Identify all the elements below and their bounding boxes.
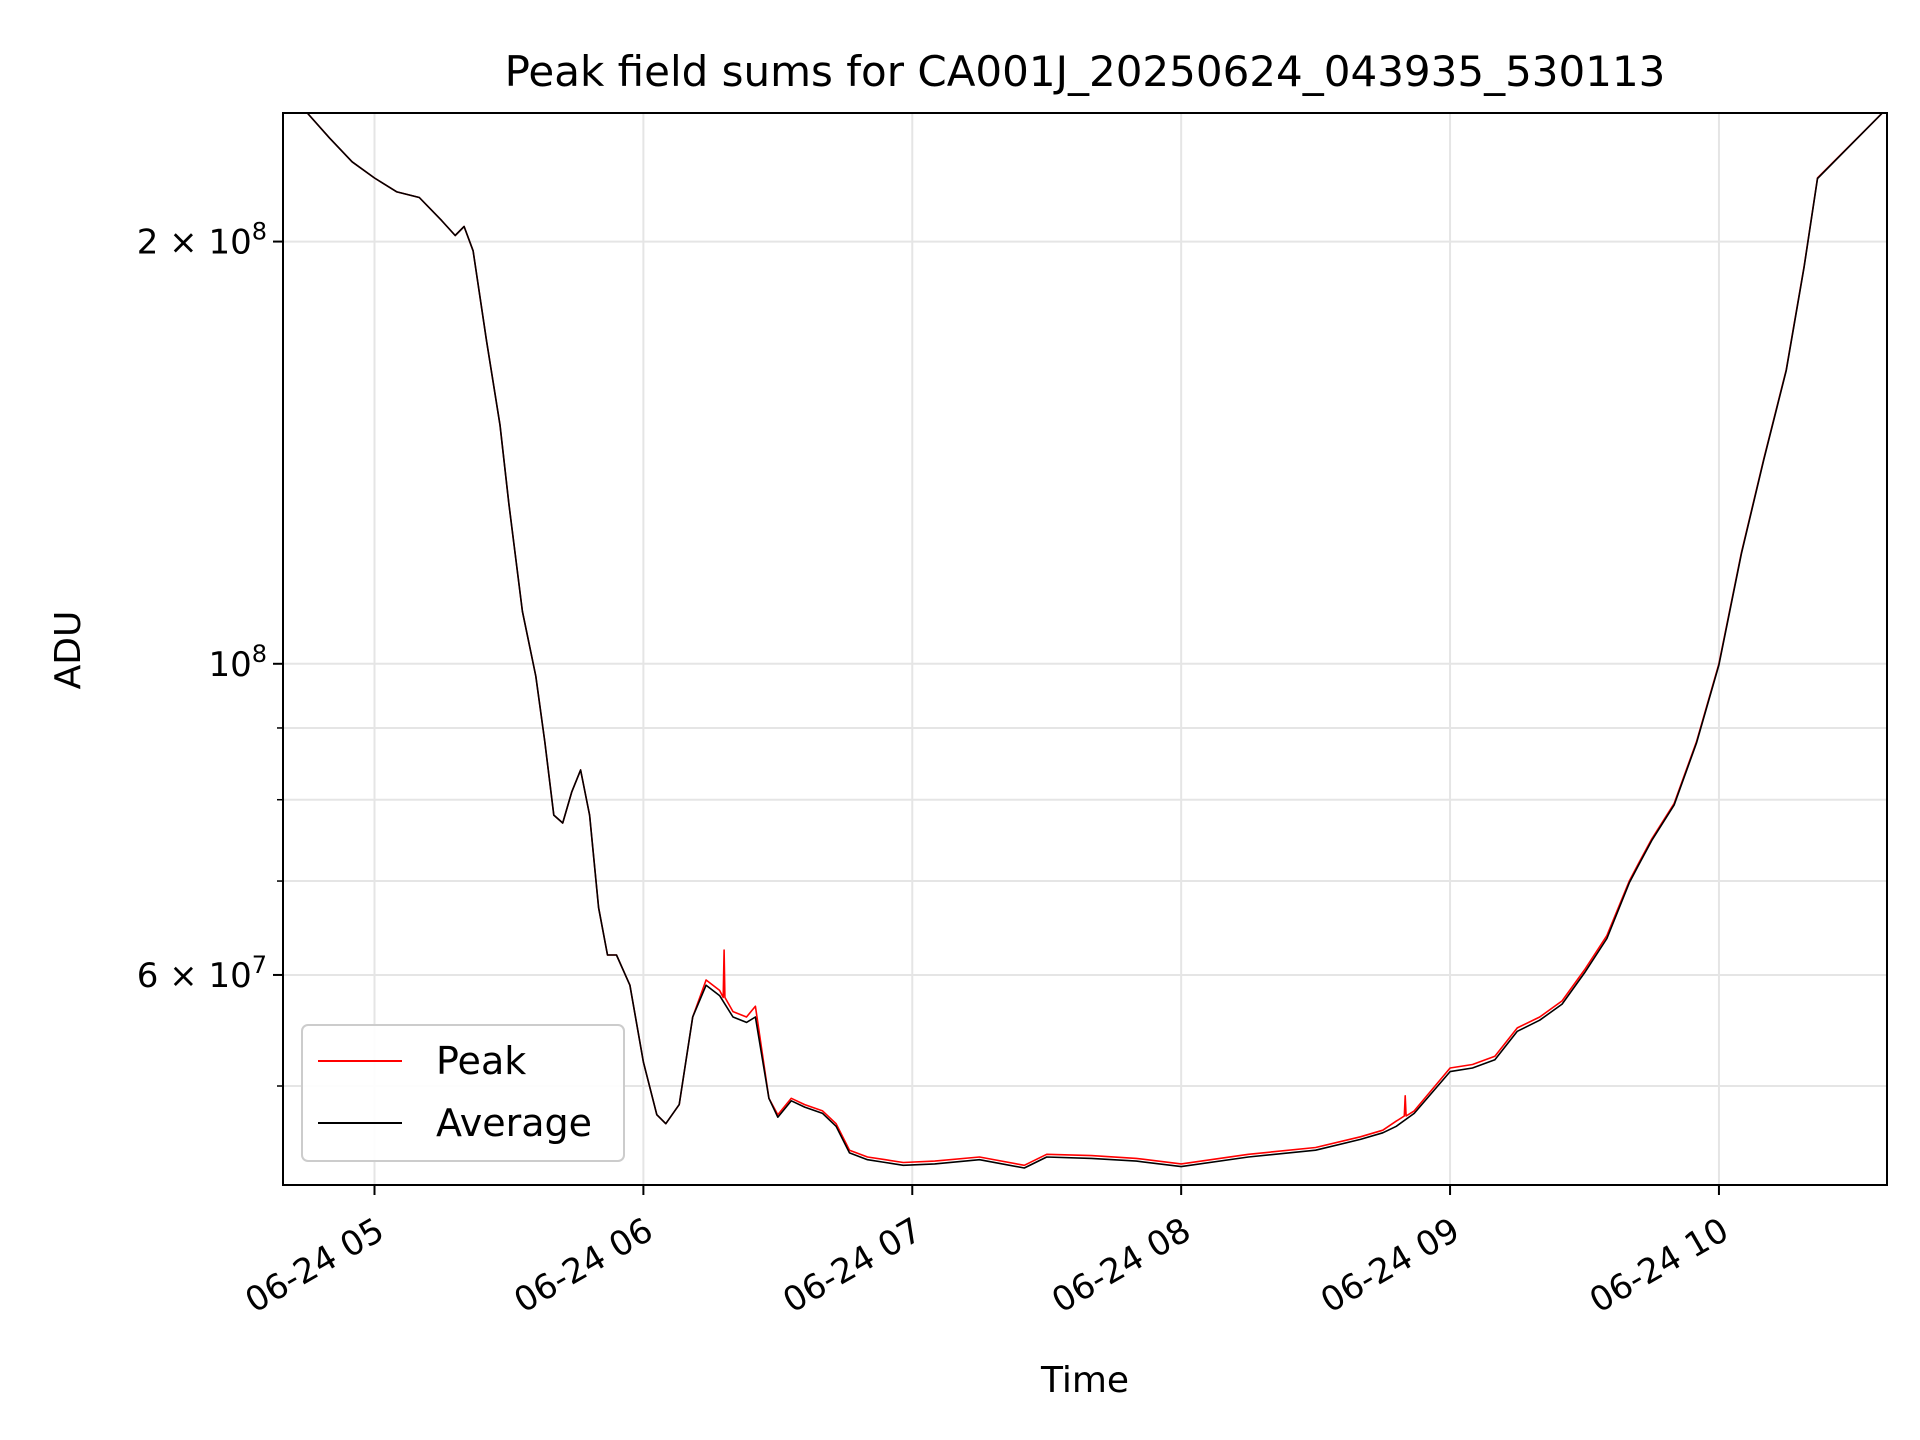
y-ticks: 2 × 108 108 6 × 107 — [137, 218, 283, 1087]
series-layer — [298, 113, 1884, 1169]
y-tick-label: 2 × 108 — [137, 218, 267, 263]
y-tick-label: 108 — [208, 640, 267, 685]
y-axis-label: ADU — [48, 611, 89, 690]
legend-box — [301, 1024, 625, 1162]
plot-area — [283, 113, 1887, 1185]
series-line-average — [298, 113, 1884, 1169]
legend-label-average: Average — [436, 1101, 592, 1145]
grid-lines — [283, 113, 1887, 1185]
legend: Peak Average — [301, 1024, 625, 1162]
chart-title: Peak field sums for CA001J_20250624_0439… — [505, 47, 1666, 96]
y-tick-label: 6 × 107 — [137, 951, 267, 996]
x-axis-label: Time — [1040, 1360, 1129, 1401]
legend-label-peak: Peak — [436, 1039, 526, 1083]
plot-frame — [282, 112, 1888, 1186]
